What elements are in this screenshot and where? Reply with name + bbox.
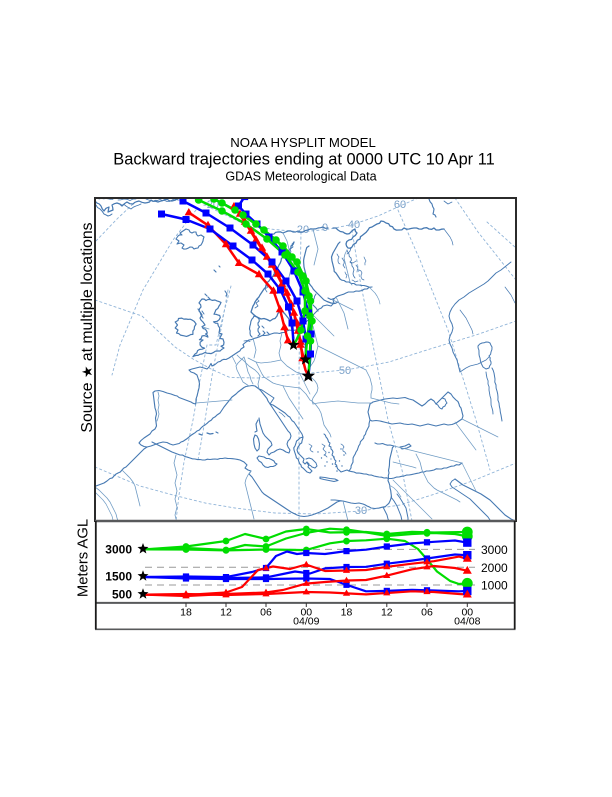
svg-text:40: 40 bbox=[348, 219, 360, 231]
svg-text:06: 06 bbox=[260, 607, 272, 619]
svg-text:GDAS Meteorological Data: GDAS Meteorological Data bbox=[225, 170, 376, 184]
svg-text:Meters AGL: Meters AGL bbox=[76, 519, 92, 597]
svg-text:3000: 3000 bbox=[105, 543, 132, 557]
svg-text:3000: 3000 bbox=[481, 543, 508, 557]
svg-text:2000: 2000 bbox=[481, 561, 508, 575]
svg-text:00: 00 bbox=[461, 607, 473, 619]
svg-text:18: 18 bbox=[180, 607, 192, 619]
svg-text:Source ★ at multiple locations: Source ★ at multiple locations bbox=[79, 222, 96, 432]
svg-text:50: 50 bbox=[339, 365, 351, 377]
svg-text:30: 30 bbox=[355, 505, 367, 517]
svg-text:12: 12 bbox=[220, 607, 232, 619]
svg-text:500: 500 bbox=[112, 588, 132, 602]
svg-text:12: 12 bbox=[381, 607, 393, 619]
svg-text:18: 18 bbox=[341, 607, 353, 619]
svg-text:04/08: 04/08 bbox=[454, 616, 480, 628]
svg-text:20: 20 bbox=[297, 224, 309, 236]
svg-text:06: 06 bbox=[421, 607, 433, 619]
svg-text:Backward trajectories ending a: Backward trajectories ending at 0000 UTC… bbox=[113, 151, 494, 169]
svg-text:60: 60 bbox=[394, 199, 406, 211]
svg-text:1000: 1000 bbox=[481, 579, 508, 593]
svg-text:NOAA HYSPLIT MODEL: NOAA HYSPLIT MODEL bbox=[230, 135, 376, 150]
svg-text:04/09: 04/09 bbox=[293, 616, 319, 628]
svg-text:00: 00 bbox=[300, 607, 312, 619]
svg-text:1500: 1500 bbox=[105, 570, 132, 584]
